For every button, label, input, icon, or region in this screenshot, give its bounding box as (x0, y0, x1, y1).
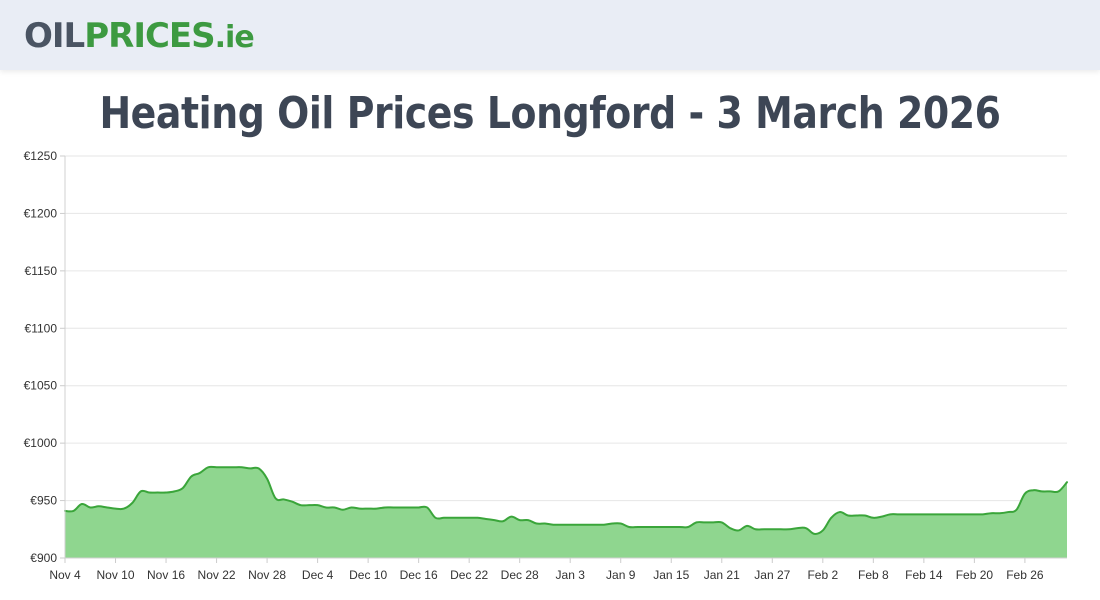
y-tick-labels: €900 €950 €1000 €1050 €1100 €1150 €1200 €1250 (24, 149, 58, 565)
x-tick-label: Nov 28 (248, 568, 286, 582)
x-tick-label: Nov 10 (97, 568, 135, 582)
x-tick-label: Jan 15 (653, 568, 689, 582)
price-line (64, 465, 1068, 535)
area-layer (64, 465, 1068, 558)
x-tick-label: Nov 22 (198, 568, 236, 582)
x-tick-label: Nov 16 (147, 568, 185, 582)
x-tick-label: Nov 4 (49, 568, 81, 582)
y-tick-label: €1050 (24, 379, 58, 393)
y-tick-label: €1000 (24, 436, 58, 450)
x-tick-label: Jan 3 (556, 568, 586, 582)
x-tick-label: Feb 2 (807, 568, 838, 582)
x-tick-label: Feb 8 (858, 568, 889, 582)
y-tick-label: €950 (30, 494, 57, 508)
x-tick-label: Jan 27 (754, 568, 790, 582)
x-tick-label: Feb 20 (956, 568, 994, 582)
y-tick-label: €900 (30, 551, 57, 565)
x-tick-label: Jan 9 (606, 568, 636, 582)
x-tick-label: Dec 16 (400, 568, 438, 582)
site-header: OILPRICES.ie (0, 0, 1100, 70)
x-tick-label: Dec 10 (349, 568, 387, 582)
y-tick-label: €1250 (24, 149, 58, 163)
x-tick-label: Dec 28 (501, 568, 539, 582)
x-tick-label: Jan 21 (704, 568, 740, 582)
axes (60, 155, 1067, 563)
y-tick-label: €1100 (25, 321, 58, 335)
logo-part-oil: OIL (24, 16, 85, 56)
y-tick-label: €1150 (25, 264, 58, 278)
x-tick-label: Dec 22 (450, 568, 488, 582)
logo-part-domain: .ie (214, 20, 255, 55)
price-area-fill (65, 466, 1067, 558)
logo-part-prices: PRICES (84, 16, 215, 56)
y-tick-label: €1200 (24, 206, 58, 220)
site-logo[interactable]: OILPRICES.ie (24, 14, 255, 60)
x-tick-label: Dec 4 (302, 568, 334, 582)
x-tick-label: Feb 26 (1006, 568, 1044, 582)
x-tick-label: Feb 14 (905, 568, 943, 582)
x-tick-labels: Nov 4 Nov 10 Nov 16 Nov 22 Nov 28 Dec 4 Dec 10… (49, 568, 1044, 582)
page-title: Heating Oil Prices Longford - 3 March 20… (99, 88, 1001, 139)
